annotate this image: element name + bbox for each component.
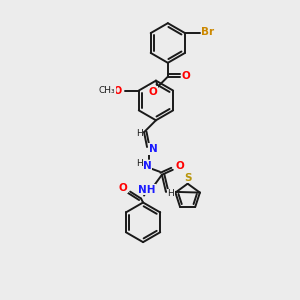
Text: H: H bbox=[136, 159, 142, 168]
Text: CH₃: CH₃ bbox=[99, 86, 116, 95]
Text: N: N bbox=[148, 144, 157, 154]
Text: O: O bbox=[181, 71, 190, 81]
Text: N: N bbox=[143, 161, 152, 171]
Text: S: S bbox=[184, 173, 191, 183]
Text: O: O bbox=[148, 86, 157, 97]
Text: H: H bbox=[136, 129, 142, 138]
Text: O: O bbox=[175, 161, 184, 171]
Text: O: O bbox=[114, 85, 122, 96]
Text: Br: Br bbox=[201, 27, 214, 37]
Text: NH: NH bbox=[138, 184, 156, 195]
Text: O: O bbox=[119, 183, 128, 193]
Text: H: H bbox=[167, 189, 174, 198]
